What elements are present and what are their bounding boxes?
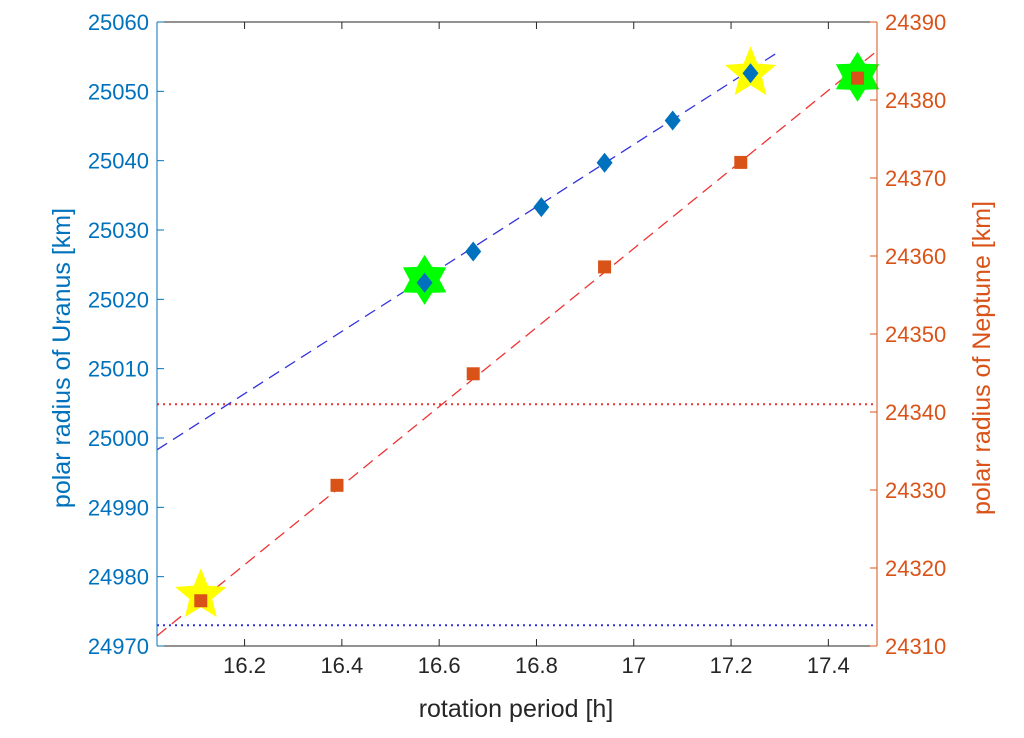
uranus-point: [416, 272, 433, 293]
y-axis-label-right: polar radius of Neptune [km]: [968, 201, 996, 515]
x-tick-label: 16.6: [418, 653, 461, 678]
y-axis-label-left: polar radius of Uranus [km]: [48, 208, 76, 508]
y-tick-label-right: 24320: [885, 556, 946, 581]
uranus-point: [664, 110, 681, 131]
axes: 16.2 16.4 16.6 16.8 17 17.2 17.4 24970 24980 2499…: [88, 10, 946, 678]
plot-area: [157, 22, 880, 646]
x-tick-label: 16.8: [515, 653, 558, 678]
y-tick-label-left: 25010: [88, 357, 149, 382]
y-tick-label-left: 24980: [88, 565, 149, 590]
y-tick-label-right: 24360: [885, 244, 946, 269]
y-tick-label-left: 25040: [88, 149, 149, 174]
y-tick-label-left: 25060: [88, 10, 149, 35]
neptune-point: [466, 367, 480, 381]
y-tick-label-right: 24340: [885, 400, 946, 425]
fit-line-right: [157, 50, 877, 637]
neptune-point: [598, 260, 612, 274]
y-tick-label-left: 25020: [88, 287, 149, 312]
y-tick-label-right: 24350: [885, 322, 946, 347]
y-tick-label-left: 25030: [88, 218, 149, 243]
y-tick-label-left: 25050: [88, 79, 149, 104]
y-tick-label-right: 24370: [885, 166, 946, 191]
uranus-point: [742, 63, 759, 84]
y-tick-label-left: 24990: [88, 495, 149, 520]
x-tick-label: 16.2: [223, 653, 266, 678]
y-tick-label-right: 24330: [885, 478, 946, 503]
neptune-point: [194, 594, 208, 608]
neptune-point: [734, 155, 748, 169]
y-tick-label-right: 24380: [885, 88, 946, 113]
y-tick-label-left: 24970: [88, 634, 149, 659]
neptune-point: [851, 71, 865, 85]
x-tick-label: 17.2: [710, 653, 753, 678]
uranus-point: [465, 241, 482, 262]
uranus-point: [533, 197, 550, 218]
y-tick-label-right: 24390: [885, 10, 946, 35]
x-tick-label: 16.4: [320, 653, 363, 678]
x-tick-label: 17: [622, 653, 646, 678]
x-axis-label: rotation period [h]: [419, 695, 614, 723]
yellow-star-highlight: [175, 568, 227, 618]
neptune-point: [330, 478, 344, 492]
x-tick-label: 17.4: [807, 653, 850, 678]
y-tick-label-left: 25000: [88, 426, 149, 451]
plot-background: [157, 22, 877, 646]
uranus-point: [596, 152, 613, 173]
y-tick-label-right: 24310: [885, 634, 946, 659]
